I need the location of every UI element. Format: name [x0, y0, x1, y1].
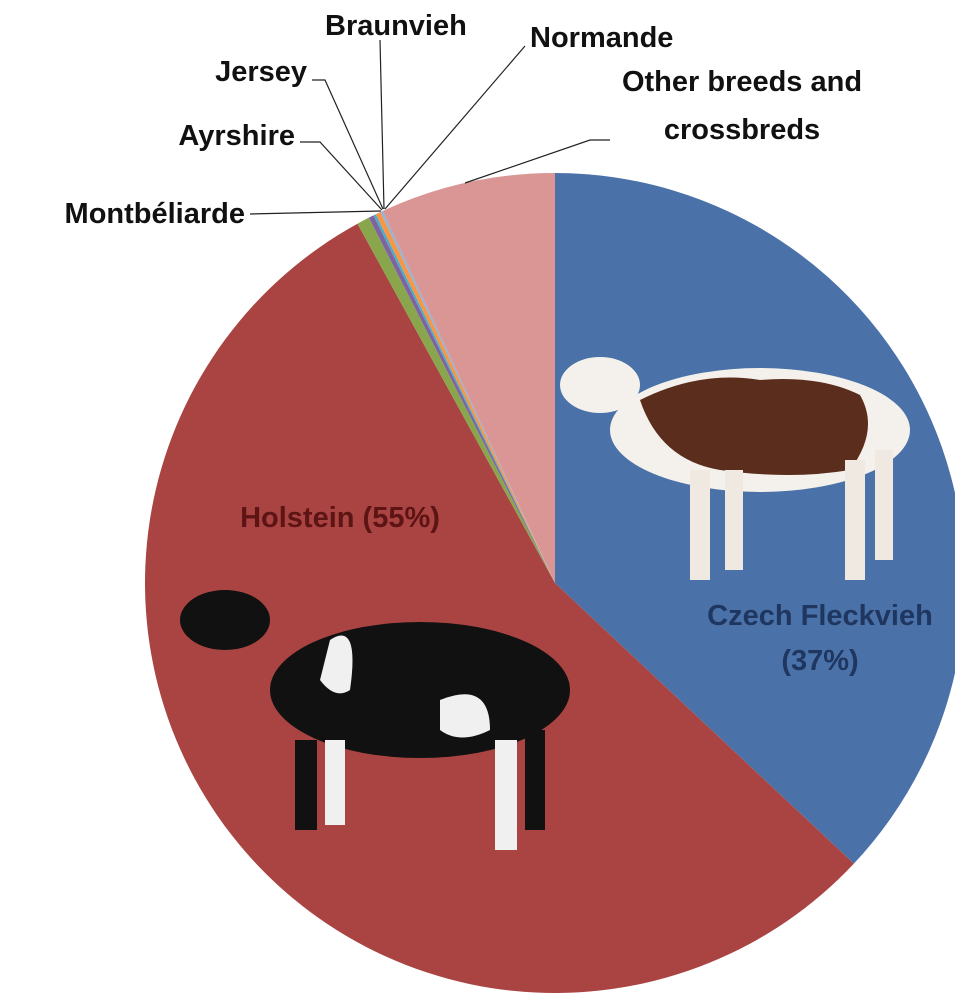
- leader-line: [249, 210, 382, 215]
- value-label: (37%): [781, 645, 859, 677]
- pie-slice: [382, 173, 555, 583]
- leader-line: [384, 45, 526, 210]
- pie-slice: [555, 173, 955, 864]
- slice-label: Other breeds and crossbreds: [621, 66, 863, 146]
- pie-slice: [373, 214, 555, 584]
- slice-label: Ayrshire: [178, 120, 295, 152]
- slice-label: Montbéliarde: [64, 198, 245, 230]
- leader-lines: [249, 39, 610, 215]
- holstein-illustration: [180, 590, 570, 850]
- pie-slice: [357, 217, 555, 584]
- pie-slice: [368, 215, 555, 583]
- pie-slice: [144, 223, 854, 994]
- leader-line: [379, 39, 385, 210]
- category-label: Holstein: [240, 502, 355, 534]
- value-label: (55%): [362, 502, 440, 534]
- pie-slice: [380, 210, 555, 583]
- slice-label: Braunvieh: [325, 10, 467, 42]
- pie-slice: [375, 212, 555, 583]
- slice-label: Normande: [530, 22, 674, 54]
- fleckvieh-illustration: [560, 357, 910, 580]
- leader-line: [312, 79, 384, 210]
- leader-line: [464, 139, 610, 184]
- slice-label: Czech Fleckvieh (37%): [690, 600, 950, 678]
- leader-line: [300, 141, 383, 211]
- category-label: Czech Fleckvieh: [707, 600, 933, 632]
- slice-label: Jersey: [215, 56, 307, 88]
- slice-label: Holstein (55%): [200, 502, 480, 535]
